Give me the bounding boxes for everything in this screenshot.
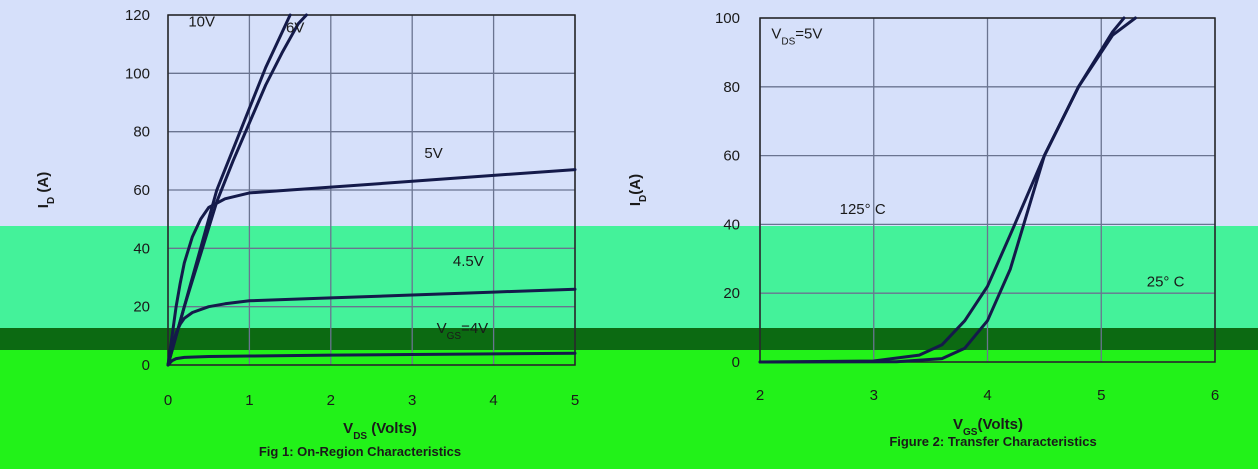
- series-line-0: [758, 16, 1126, 364]
- series-annotation-0: 10V: [188, 14, 215, 31]
- series-annotation-3: 4.5V: [453, 253, 484, 270]
- background-band-top: [0, 0, 1258, 230]
- series-annotation-1: 125° C: [840, 201, 886, 218]
- y-tick-label-3: 60: [133, 182, 150, 199]
- background-band-bottom: [0, 350, 1258, 469]
- figure-caption: Fig 1: On-Region Characteristics: [259, 444, 461, 459]
- x-tick-label-4: 6: [1211, 387, 1219, 404]
- y-tick-label-4: 80: [133, 124, 150, 141]
- x-tick-label-2: 4: [983, 387, 991, 404]
- y-tick-label-1: 20: [133, 299, 150, 316]
- x-tick-label-1: 1: [245, 392, 253, 409]
- series-annotation-0: VDS=5V: [771, 26, 822, 48]
- x-tick-label-2: 2: [327, 392, 335, 409]
- chart-on-region: 0 1 2 3 4 5 0 20 40 60 80 100 120 10V 6V 5V 4.5V VGS=4V VD…: [35, 7, 579, 459]
- y-axis-label: ID(A): [627, 174, 649, 206]
- series-annotation-4: VGS=4V: [437, 320, 489, 342]
- series-line-1: [758, 16, 1137, 364]
- y-tick-label-0: 0: [142, 357, 150, 374]
- y-tick-label-5: 100: [125, 65, 150, 82]
- series-line-2: [166, 168, 577, 367]
- series-annotation-1: 6V: [286, 20, 304, 37]
- series-line-3: [166, 287, 577, 367]
- y-tick-label-4: 80: [723, 79, 740, 96]
- plot-frame: [167, 14, 576, 366]
- x-tick-label-5: 5: [571, 392, 579, 409]
- series-line-4: [166, 351, 577, 367]
- x-axis-label: VDS (Volts): [343, 420, 417, 442]
- y-tick-label-1: 20: [723, 285, 740, 302]
- x-tick-label-4: 4: [489, 392, 497, 409]
- y-tick-label-5: 100: [715, 10, 740, 27]
- y-tick-label-2: 40: [133, 240, 150, 257]
- x-tick-label-0: 0: [164, 392, 172, 409]
- y-axis-label: ID (A): [35, 172, 57, 208]
- x-tick-label-3: 5: [1097, 387, 1105, 404]
- x-tick-label-3: 3: [408, 392, 416, 409]
- figure-caption: Figure 2: Transfer Characteristics: [889, 434, 1096, 449]
- series-annotation-2: 5V: [424, 145, 442, 162]
- y-tick-label-2: 40: [723, 216, 740, 233]
- y-tick-label-6: 120: [125, 7, 150, 24]
- series-annotation-2: 25° C: [1147, 273, 1185, 290]
- background-band-mid: [0, 226, 1258, 330]
- y-tick-label-3: 60: [723, 148, 740, 165]
- x-tick-label-0: 2: [756, 387, 764, 404]
- y-tick-label-0: 0: [732, 354, 740, 371]
- x-axis-label: VGS(Volts): [953, 416, 1023, 438]
- plot-frame: [759, 17, 1216, 363]
- x-tick-label-1: 3: [870, 387, 878, 404]
